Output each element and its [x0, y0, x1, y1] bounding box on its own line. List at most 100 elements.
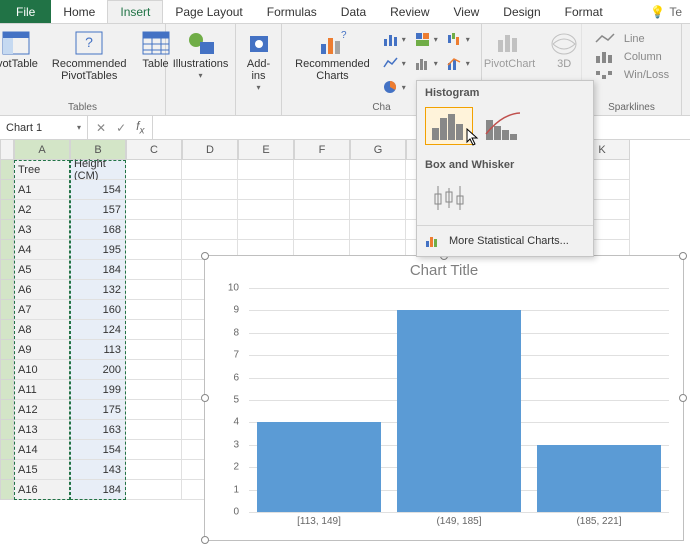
cell[interactable]	[182, 200, 238, 220]
enter-icon[interactable]: ✓	[116, 121, 126, 135]
cell[interactable]	[238, 220, 294, 240]
cell[interactable]: 200	[70, 360, 126, 380]
row-header[interactable]	[0, 420, 14, 440]
cell[interactable]	[182, 220, 238, 240]
cell[interactable]: A4	[14, 240, 70, 260]
cell[interactable]: 154	[70, 440, 126, 460]
cell[interactable]	[126, 160, 182, 180]
resize-handle[interactable]	[201, 536, 209, 544]
cell[interactable]	[182, 180, 238, 200]
cell[interactable]: A10	[14, 360, 70, 380]
cell[interactable]	[294, 220, 350, 240]
column-header-C[interactable]: C	[126, 140, 182, 160]
cell[interactable]	[294, 200, 350, 220]
cell[interactable]	[126, 240, 182, 260]
resize-handle[interactable]	[679, 394, 687, 402]
chart-title[interactable]: Chart Title	[205, 262, 683, 279]
3d-map-button[interactable]: 3D	[545, 28, 583, 72]
cell[interactable]	[294, 160, 350, 180]
cell[interactable]	[294, 180, 350, 200]
tab-format[interactable]: Format	[553, 0, 615, 23]
tab-file[interactable]: File	[0, 0, 51, 23]
row-header[interactable]	[0, 400, 14, 420]
row-header[interactable]	[0, 380, 14, 400]
illustrations-button[interactable]: Illustrations▾	[169, 28, 233, 83]
chart-hierarchy-button[interactable]: ▾	[412, 30, 440, 48]
row-header[interactable]	[0, 320, 14, 340]
cell[interactable]	[126, 420, 182, 440]
cell[interactable]	[126, 280, 182, 300]
tab-review[interactable]: Review	[378, 0, 441, 23]
tab-page-layout[interactable]: Page Layout	[163, 0, 254, 23]
row-header[interactable]	[0, 160, 14, 180]
chart-statistic-button[interactable]: ▾	[412, 54, 440, 72]
name-box[interactable]: Chart 1 ▾	[0, 116, 88, 139]
cell[interactable]: A13	[14, 420, 70, 440]
cancel-icon[interactable]: ✕	[96, 121, 106, 135]
recommended-charts-button[interactable]: ? Recommended Charts	[291, 28, 374, 84]
chart-combo-button[interactable]: ▾	[444, 54, 472, 72]
chart-bar[interactable]	[537, 445, 660, 512]
fx-icon[interactable]: fx	[136, 119, 144, 136]
chart-waterfall-button[interactable]: ▾	[444, 30, 472, 48]
cell[interactable]: 154	[70, 180, 126, 200]
cell[interactable]: A11	[14, 380, 70, 400]
resize-handle[interactable]	[201, 252, 209, 260]
pareto-option[interactable]	[479, 107, 527, 145]
select-all-corner[interactable]	[0, 140, 14, 160]
tell-me[interactable]: 💡 Te	[642, 0, 690, 23]
chart-pie-button[interactable]: ▾	[380, 78, 408, 96]
tab-formulas[interactable]: Formulas	[255, 0, 329, 23]
cell[interactable]: 132	[70, 280, 126, 300]
cell[interactable]	[126, 340, 182, 360]
cell[interactable]: 175	[70, 400, 126, 420]
cell[interactable]: A1	[14, 180, 70, 200]
cell[interactable]	[126, 380, 182, 400]
tab-insert[interactable]: Insert	[107, 0, 163, 23]
cell[interactable]: A2	[14, 200, 70, 220]
cell[interactable]: A3	[14, 220, 70, 240]
sparkline-column-button[interactable]: Column	[594, 50, 669, 64]
column-header-A[interactable]: A	[14, 140, 70, 160]
cell[interactable]: A8	[14, 320, 70, 340]
cell[interactable]: Height (CM)	[70, 160, 126, 180]
cell[interactable]: 124	[70, 320, 126, 340]
column-header-G[interactable]: G	[350, 140, 406, 160]
cell[interactable]: A7	[14, 300, 70, 320]
cell[interactable]	[350, 160, 406, 180]
cell[interactable]: 199	[70, 380, 126, 400]
cell[interactable]: 157	[70, 200, 126, 220]
cell[interactable]	[350, 220, 406, 240]
cell[interactable]	[126, 220, 182, 240]
cell[interactable]	[238, 160, 294, 180]
tab-design[interactable]: Design	[491, 0, 552, 23]
row-header[interactable]	[0, 240, 14, 260]
cell[interactable]	[126, 180, 182, 200]
tab-home[interactable]: Home	[51, 0, 107, 23]
cell[interactable]	[350, 200, 406, 220]
chart-column-button[interactable]: ▾	[380, 30, 408, 48]
column-header-E[interactable]: E	[238, 140, 294, 160]
addins-button[interactable]: Add- ins▾	[240, 28, 278, 95]
column-header-D[interactable]: D	[182, 140, 238, 160]
row-header[interactable]	[0, 220, 14, 240]
cell[interactable]	[126, 320, 182, 340]
cell[interactable]: 143	[70, 460, 126, 480]
recommended-pivottables-button[interactable]: ? Recommended PivotTables	[48, 28, 131, 84]
cell[interactable]: A16	[14, 480, 70, 500]
cell[interactable]: A15	[14, 460, 70, 480]
cell[interactable]	[238, 180, 294, 200]
more-statistical-charts[interactable]: More Statistical Charts...	[417, 225, 593, 256]
resize-handle[interactable]	[201, 394, 209, 402]
row-header[interactable]	[0, 480, 14, 500]
cell[interactable]: A6	[14, 280, 70, 300]
chart-line-button[interactable]: ▾	[380, 54, 408, 72]
row-header[interactable]	[0, 260, 14, 280]
histogram-option[interactable]	[425, 107, 473, 145]
cell[interactable]	[126, 360, 182, 380]
cell[interactable]: A14	[14, 440, 70, 460]
tab-view[interactable]: View	[442, 0, 492, 23]
pivottable-button[interactable]: ivotTable	[0, 28, 42, 72]
row-header[interactable]	[0, 280, 14, 300]
row-header[interactable]	[0, 200, 14, 220]
